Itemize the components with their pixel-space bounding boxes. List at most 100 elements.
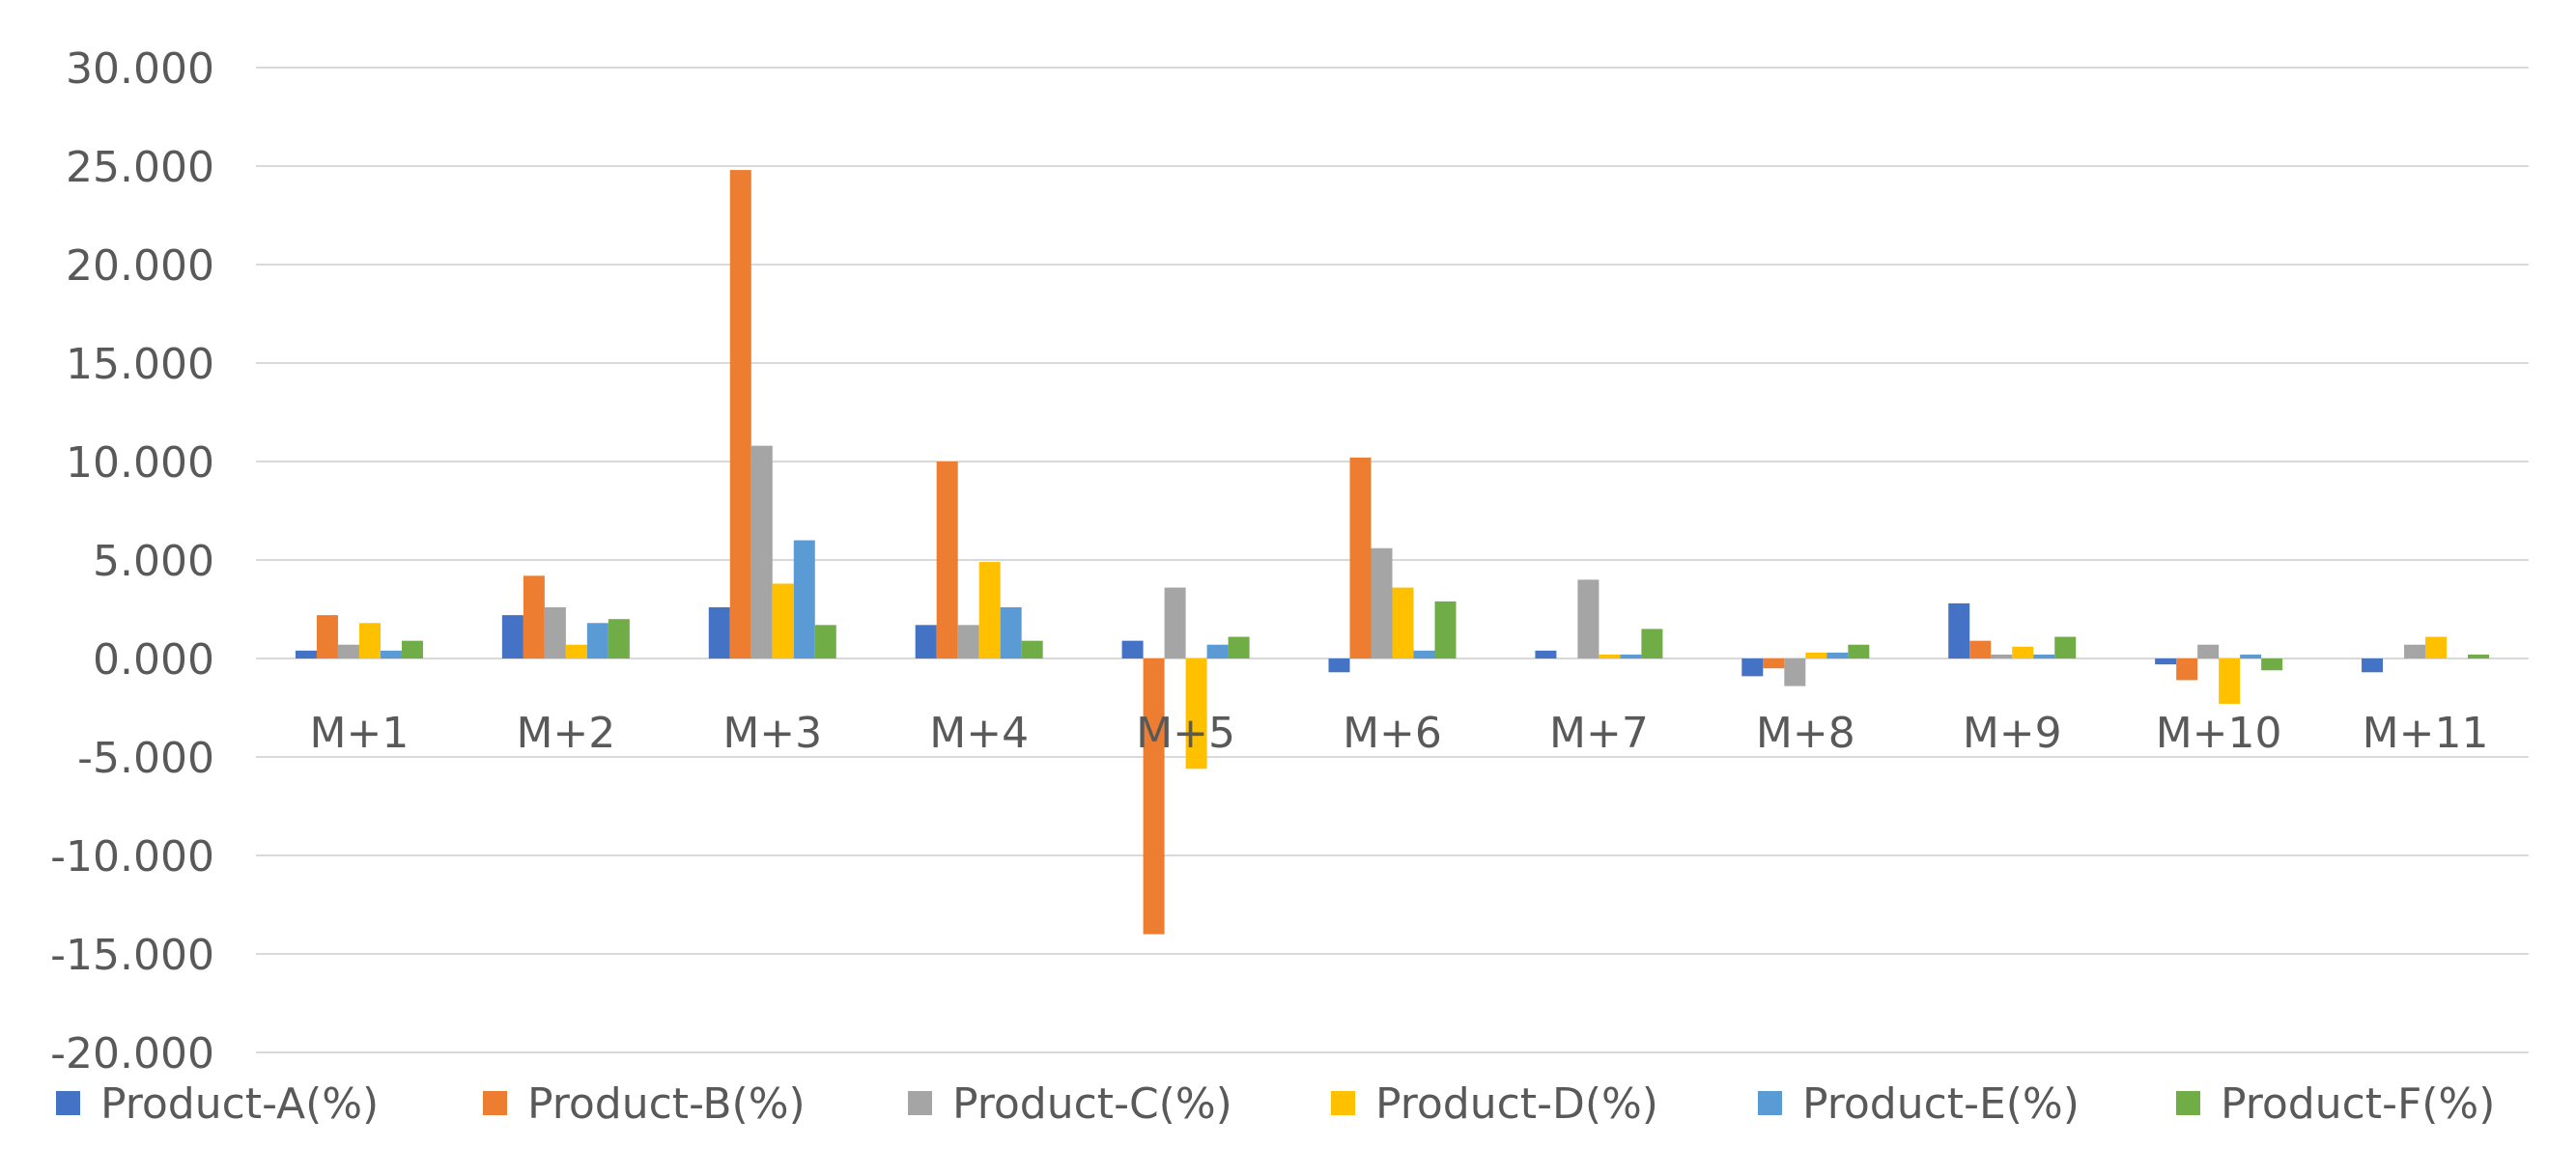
y-tick-label: 15.000 (66, 340, 214, 389)
bar-product-e-m-plus-6 (1413, 650, 1435, 658)
bar-product-c-m-plus-5 (1164, 587, 1186, 658)
bar-product-d-m-plus-2 (565, 644, 587, 658)
bar-product-a-m-plus-4 (915, 625, 937, 658)
legend-label: Product-B(%) (527, 1079, 806, 1129)
bar-product-f-m-plus-2 (608, 619, 630, 658)
bar-product-f-m-plus-7 (1641, 629, 1663, 658)
bar-product-d-m-plus-5 (1185, 658, 1207, 770)
bars (295, 170, 2490, 935)
x-tick-label: M+9 (1963, 709, 2062, 758)
legend-swatch (1758, 1091, 1782, 1115)
bar-product-d-m-plus-4 (978, 562, 1001, 658)
legend-label: Product-C(%) (952, 1079, 1232, 1129)
bar-product-b-m-plus-4 (936, 462, 958, 658)
bar-product-e-m-plus-4 (1000, 606, 1022, 658)
bar-product-f-m-plus-6 (1434, 601, 1457, 658)
bar-product-b-m-plus-10 (2176, 658, 2198, 681)
bar-product-a-m-plus-8 (1741, 658, 1764, 677)
bar-product-c-m-plus-2 (544, 606, 566, 658)
bar-product-f-m-plus-10 (2261, 658, 2283, 671)
y-axis: 30.000 25.000 20.000 15.000 10.000 5.000 0.000… (50, 44, 214, 1078)
legend-swatch (2176, 1091, 2200, 1115)
bar-product-e-m-plus-10 (2240, 654, 2262, 658)
y-tick-label: -15.000 (50, 931, 214, 980)
x-tick-label: M+7 (1549, 709, 1649, 758)
y-tick-label: -20.000 (50, 1029, 214, 1078)
legend-label: Product-F(%) (2221, 1079, 2495, 1129)
x-tick-label: M+10 (2156, 709, 2282, 758)
bar-product-c-m-plus-7 (1577, 579, 1599, 658)
y-tick-label: 5.000 (93, 537, 214, 586)
bar-product-a-m-plus-5 (1121, 640, 1144, 658)
bar-product-e-m-plus-8 (1826, 652, 1849, 658)
bar-product-f-m-plus-5 (1228, 636, 1250, 658)
bar-product-e-m-plus-3 (793, 540, 815, 658)
x-tick-label: M+11 (2363, 709, 2489, 758)
y-tick-label: -5.000 (77, 734, 214, 783)
bar-product-a-m-plus-2 (501, 615, 524, 658)
bar-product-b-m-plus-5 (1143, 658, 1165, 935)
bar-product-b-m-plus-2 (523, 575, 545, 658)
y-tick-label: 30.000 (66, 44, 214, 94)
legend-swatch (56, 1091, 80, 1115)
bar-product-f-m-plus-1 (401, 640, 423, 658)
legend: Product-A(%) Product-B(%) Product-C(%) Prod… (56, 1079, 2495, 1129)
bar-product-a-m-plus-11 (2362, 658, 2384, 673)
bar-product-c-m-plus-10 (2197, 644, 2220, 658)
y-tick-label: 10.000 (66, 438, 214, 488)
bar-product-f-m-plus-9 (2054, 636, 2077, 658)
y-tick-label: 0.000 (93, 635, 214, 685)
bar-product-c-m-plus-6 (1371, 547, 1393, 658)
bar-product-d-m-plus-1 (358, 623, 381, 658)
legend-label: Product-D(%) (1375, 1079, 1658, 1129)
x-axis: M+1 M+2 M+3 M+4 M+5 M+6 M+7 M+8 M+9 M+10 M+11 (310, 709, 2489, 758)
bar-product-e-m-plus-9 (2033, 654, 2055, 658)
bar-product-c-m-plus-1 (337, 644, 359, 658)
bar-product-a-m-plus-10 (2155, 658, 2177, 665)
bar-product-c-m-plus-9 (1991, 654, 2013, 658)
bar-product-f-m-plus-11 (2468, 654, 2490, 658)
bar-product-f-m-plus-4 (1021, 640, 1043, 658)
x-tick-label: M+1 (310, 709, 410, 758)
bar-product-d-m-plus-11 (2425, 636, 2448, 658)
x-tick-label: M+8 (1756, 709, 1855, 758)
x-tick-label: M+2 (516, 709, 615, 758)
y-tick-label: -10.000 (50, 832, 214, 882)
x-tick-label: M+3 (722, 709, 822, 758)
y-tick-label: 25.000 (66, 143, 214, 192)
bar-product-a-m-plus-3 (708, 606, 730, 658)
bar-product-a-m-plus-1 (295, 650, 317, 658)
x-tick-label: M+5 (1136, 709, 1235, 758)
bar-product-b-m-plus-6 (1349, 457, 1372, 658)
bar-product-b-m-plus-8 (1763, 658, 1785, 669)
x-tick-label: M+6 (1343, 709, 1442, 758)
bar-product-d-m-plus-7 (1599, 654, 1621, 658)
legend-label: Product-E(%) (1802, 1079, 2080, 1129)
bar-product-d-m-plus-3 (772, 583, 794, 658)
bar-product-f-m-plus-3 (814, 625, 836, 658)
bar-product-b-m-plus-1 (316, 615, 338, 658)
legend-swatch (908, 1091, 932, 1115)
bar-product-c-m-plus-4 (957, 625, 979, 658)
bar-product-a-m-plus-7 (1535, 650, 1557, 658)
bar-product-d-m-plus-8 (1805, 652, 1827, 658)
bar-product-e-m-plus-2 (586, 623, 609, 658)
bar-product-b-m-plus-9 (1969, 640, 1992, 658)
bar-product-b-m-plus-3 (729, 170, 751, 658)
legend-swatch (483, 1091, 507, 1115)
legend-label: Product-A(%) (100, 1079, 379, 1129)
bar-product-c-m-plus-8 (1784, 658, 1806, 686)
bar-product-a-m-plus-6 (1328, 658, 1350, 673)
bar-product-c-m-plus-3 (750, 445, 773, 658)
bar-product-a-m-plus-9 (1948, 602, 1970, 658)
y-tick-label: 20.000 (66, 241, 214, 291)
bar-product-d-m-plus-6 (1392, 587, 1414, 658)
legend-swatch (1331, 1091, 1355, 1115)
bar-product-f-m-plus-8 (1848, 644, 1870, 658)
bar-product-e-m-plus-1 (380, 650, 402, 658)
x-tick-label: M+4 (929, 709, 1029, 758)
bar-product-c-m-plus-11 (2404, 644, 2426, 658)
bar-product-d-m-plus-10 (2219, 658, 2241, 704)
bar-product-d-m-plus-9 (2012, 646, 2034, 658)
